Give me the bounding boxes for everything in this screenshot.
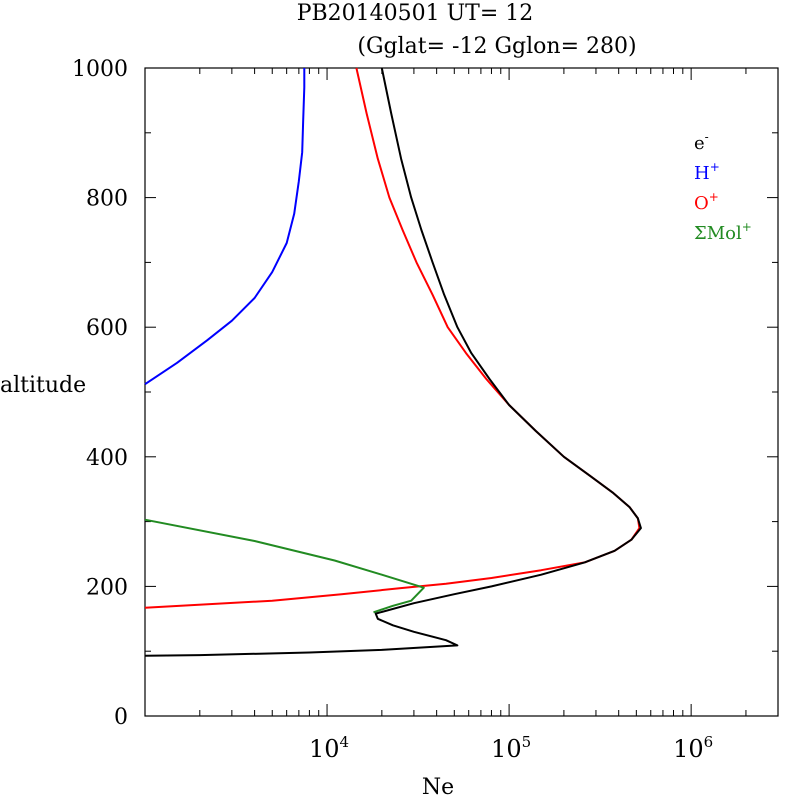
y-tick-label: 0 [114,705,128,730]
y-tick-label: 600 [86,316,128,341]
series-line-3 [144,67,642,657]
x-tick-label: 106 [673,733,713,763]
y-tick-label: 400 [86,446,128,471]
x-axis-label: Ne [422,775,454,796]
y-tick-label: 800 [86,187,128,212]
y-axis-label: altitude [0,373,86,398]
x-axis: 104 105 106 [144,68,779,763]
x-tick-label: 104 [309,733,349,763]
legend-entry: ΣMol+ [694,220,752,244]
title: PB20140501 UT= 12 (Gglat= -12 Gglon= 280… [297,1,637,59]
title-line-1: PB20140501 UT= 12 [297,1,534,26]
legend-entry: e- [694,130,709,154]
x-tick-label: 105 [491,733,531,763]
y-tick-label: 1000 [72,57,128,82]
legend: e- H+ O+ ΣMol+ [694,130,752,244]
series-line-0 [144,68,306,386]
plot-frame [144,67,779,717]
title-line-2: (Gglat= -12 Gglon= 280) [357,34,636,59]
legend-entry: H+ [694,160,720,184]
y-axis: 0 200 400 600 800 1000 [72,57,778,730]
series-lines [144,67,642,657]
series-line-1 [144,67,641,609]
series-line-2 [144,518,425,614]
legend-entry: O+ [694,190,719,214]
y-tick-label: 200 [86,575,128,600]
